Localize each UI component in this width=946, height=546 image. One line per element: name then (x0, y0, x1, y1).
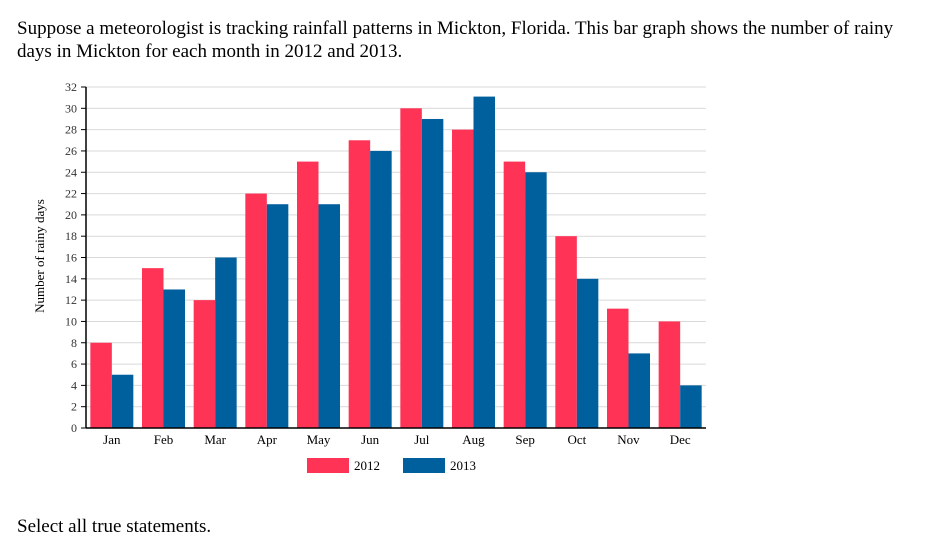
chart-legend: 2012 2013 (307, 458, 476, 473)
legend-label-2012: 2012 (354, 458, 380, 473)
bar-2013-jul (421, 118, 444, 428)
bar-2012-sep (503, 161, 526, 428)
y-tick-label: 2 (71, 400, 77, 414)
y-tick-label: 30 (65, 101, 77, 115)
x-tick-label: Jun (361, 432, 380, 447)
bar-2012-jun (348, 140, 371, 428)
y-tick-label: 24 (65, 165, 77, 179)
x-tick-label: Mar (204, 432, 226, 447)
bar-2012-dec (658, 321, 681, 428)
x-tick-label: Jul (414, 432, 430, 447)
y-tick-label: 0 (71, 421, 77, 435)
bar-2013-mar (215, 257, 237, 428)
y-tick-label: 16 (65, 251, 77, 265)
bar-2012-may (297, 161, 319, 428)
bar-2013-oct (576, 278, 599, 428)
y-tick-label: 12 (65, 293, 77, 307)
chart-container: 0 2 4 6 8 10 12 14 16 18 20 22 24 26 28 30 32 Jan Feb Mar A… (32, 80, 706, 473)
x-tick-label: Jan (103, 432, 121, 447)
bar-2013-apr (266, 204, 289, 428)
bar-2012-mar (193, 300, 216, 428)
bar-2013-jan (111, 374, 134, 428)
bar-2012-apr (245, 193, 267, 428)
y-tick-label: 10 (65, 314, 77, 328)
x-tick-label: Dec (670, 432, 691, 447)
bar-2012-nov (607, 308, 629, 428)
y-tick-label: 32 (65, 80, 77, 94)
legend-swatch-2012 (307, 458, 349, 473)
bar-2012-oct (555, 236, 577, 428)
y-tick-label: 4 (71, 378, 77, 392)
question-text: Suppose a meteorologist is tracking rain… (17, 18, 894, 62)
chart-bars (90, 96, 702, 428)
bar-2013-sep (525, 172, 547, 428)
y-tick-label: 6 (71, 357, 77, 371)
legend-label-2013: 2013 (450, 458, 476, 473)
x-tick-label: Aug (462, 432, 485, 447)
bar-2013-jun (370, 150, 392, 428)
legend-swatch-2013 (403, 458, 445, 473)
prompt-text: Select all true statements. (17, 516, 212, 537)
bar-2013-dec (680, 385, 702, 428)
y-axis-label: Number of rainy days (32, 199, 47, 313)
y-tick-label: 18 (65, 229, 77, 243)
y-tick-label: 8 (71, 336, 77, 350)
y-tick-label: 22 (65, 187, 77, 201)
y-tick-label: 26 (65, 144, 77, 158)
bar-2012-jan (90, 342, 112, 428)
bar-2013-may (318, 204, 340, 428)
x-tick-label: May (307, 432, 331, 447)
y-tick-label: 20 (65, 208, 77, 222)
x-tick-label: Oct (567, 432, 586, 447)
x-tick-label: Apr (257, 432, 278, 447)
x-tick-label: Sep (515, 432, 535, 447)
chart-grid (86, 86, 706, 408)
x-tick-label: Feb (154, 432, 174, 447)
bar-2013-feb (163, 289, 185, 428)
bar-2012-aug (452, 129, 474, 428)
x-axis-ticks: Jan Feb Mar Apr May Jun Jul Aug Sep Oct Nov Dec (103, 432, 691, 447)
bar-2013-nov (628, 353, 650, 428)
bar-2013-aug (473, 96, 495, 428)
bar-2012-jul (400, 108, 422, 428)
x-tick-label: Nov (617, 432, 640, 447)
y-tick-label: 28 (65, 123, 77, 137)
y-tick-label: 14 (65, 272, 77, 286)
bar-2012-feb (142, 268, 164, 428)
